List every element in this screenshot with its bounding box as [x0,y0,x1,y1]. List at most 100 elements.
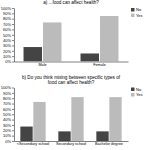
legend-swatch [131,88,135,92]
tick: 100% [1,85,14,90]
tick-label: 10% [3,133,11,138]
tick-mark [12,51,14,52]
tick: 0% [5,139,14,144]
tick: Male [38,63,46,67]
tick: 50% [3,112,14,117]
legend-item: No [131,7,142,12]
tick-label: 20% [3,49,11,54]
chart-title: a) ...food can affect health? [43,0,99,5]
legend: NoYes [131,7,143,17]
bar [43,22,61,61]
tick-mark [12,98,14,99]
bar [81,53,99,61]
tick-mark [12,13,14,14]
tick-label: 100% [1,85,12,90]
legend-swatch [131,93,135,97]
bar [96,131,108,141]
title-line: food can affect health? [48,80,95,85]
legend-label: No [136,7,142,12]
tick-mark [12,35,14,36]
chart-title: b) Do you think mixing between specific … [22,75,121,85]
tick-mark [12,114,14,115]
tick: Bachelor degree [95,142,123,146]
tick: 60% [3,107,14,112]
tick-label: <Secondary school [17,142,50,146]
tick: 70% [3,22,14,27]
chart: b) Do you think mixing between specific … [1,75,143,146]
tick-label: 0% [5,139,11,144]
chart: a) ...food can affect health? 0%10%20%30%… [1,0,143,66]
x-axis: <Secondary school Secondary school Bachelo… [15,142,129,147]
tick-mark [12,88,14,89]
tick: 80% [3,96,14,101]
tick: 50% [3,33,14,38]
tick-mark [12,141,14,142]
legend: NoYes [131,87,143,98]
tick-mark [12,62,14,63]
tick-label: 30% [3,43,11,48]
tick-mark [12,130,14,131]
bar [24,47,42,61]
tick: <Secondary school [17,142,50,146]
tick-label: 70% [3,101,11,106]
axis-line [15,62,129,63]
x-axis: Male Female [15,62,129,67]
tick: 30% [3,43,14,48]
tick-mark [12,104,14,105]
tick-label: 10% [3,54,11,59]
tick-label: 70% [3,22,11,27]
tick-label: 60% [3,27,11,32]
legend-item: Yes [131,92,143,97]
legend-swatch [131,8,135,12]
tick-label: 80% [3,16,11,21]
bar [100,16,118,61]
tick-label: 90% [3,11,11,16]
tick-label: 0% [5,59,11,64]
bar [33,102,45,141]
axis-line [14,88,15,142]
tick-mark [12,45,14,46]
tick-label: Bachelor degree [95,142,123,146]
y-axis: 0%10%20%30%40%50%60%70%80%90%100% [1,6,15,65]
tick-mark [12,136,14,137]
tick: 100% [1,6,14,11]
legend-label: Yes [136,13,143,18]
tick-label: 100% [1,6,12,11]
tick: 90% [3,11,14,16]
tick-mark [12,40,14,41]
tick: 40% [3,117,14,122]
bar [109,97,121,141]
tick: Secondary school [56,142,86,146]
y-axis: 0%10%20%30%40%50%60%70%80%90%100% [1,85,15,144]
tick: 20% [3,49,14,54]
tick-label: 20% [3,128,11,133]
tick-mark [12,56,14,57]
title-line: a) ...food can affect health? [43,0,99,5]
bar [71,97,83,141]
tick-mark [12,29,14,30]
tick-mark [12,125,14,126]
tick-label: 40% [3,38,11,43]
chart-root: a) ...food can affect health?0%10%20%30%… [0,0,150,150]
tick: 70% [3,101,14,106]
tick-label: 40% [3,117,11,122]
tick: 30% [3,123,14,128]
tick-mark [12,8,14,9]
tick: 10% [3,54,14,59]
legend-item: Yes [131,13,143,18]
bars [20,97,121,141]
tick-label: 90% [3,91,11,96]
tick-label: 50% [3,33,11,38]
tick-mark [12,120,14,121]
legend-label: Yes [136,92,143,97]
tick: 20% [3,128,14,133]
bar [20,127,32,141]
tick: Female [93,63,106,67]
bar [58,131,70,141]
tick-label: Female [93,63,106,67]
tick: 40% [3,38,14,43]
tick-mark [12,24,14,25]
tick-label: Male [38,63,46,67]
axis-line [14,9,15,63]
legend-label: No [136,87,142,92]
